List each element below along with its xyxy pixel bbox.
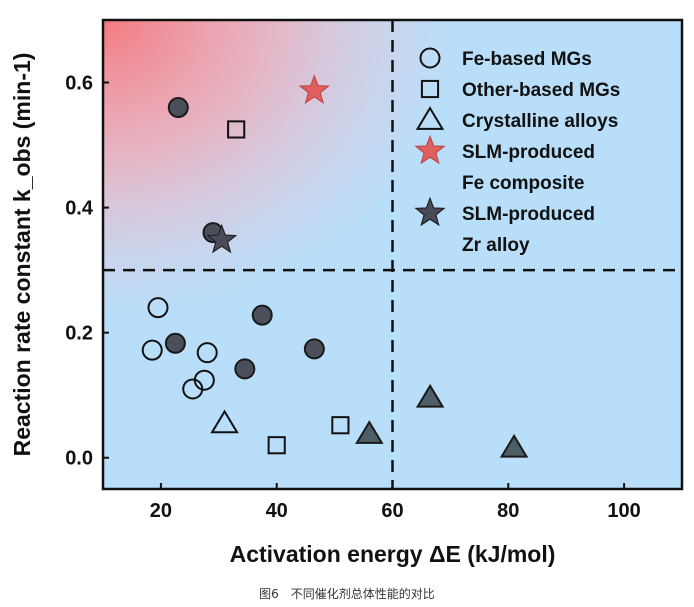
legend-label: Fe composite: [462, 173, 584, 194]
axis-ticks: 20 40 60 80 100 0.0 0.2 0.4 0.6: [65, 73, 641, 522]
data-point: [210, 409, 239, 434]
y-axis-title: Reaction rate constant k_obs (min-1): [9, 53, 35, 457]
data-point: [415, 383, 445, 408]
data-point: [251, 304, 273, 326]
data-markers: [141, 74, 529, 458]
legend-label: Other-based MGs: [462, 80, 620, 101]
data-point: [147, 297, 169, 319]
y-tick-label: 0.2: [65, 323, 93, 345]
data-point: [164, 332, 186, 354]
watermark: 非晶合金: [577, 530, 657, 548]
legend-label: SLM-produced: [462, 142, 595, 163]
data-point: [303, 338, 325, 360]
watermark-label: 非晶合金: [601, 532, 657, 548]
legend-label: SLM-produced: [462, 204, 595, 225]
y-tick-label: 0.0: [65, 448, 93, 470]
reference-lines: [103, 20, 682, 489]
x-tick-label: 100: [607, 500, 640, 522]
legend-label: Crystalline alloys: [462, 111, 618, 132]
data-point: [331, 416, 350, 435]
legend-marker: [414, 196, 446, 227]
data-point: [355, 420, 384, 444]
data-point: [206, 223, 238, 254]
legend-marker: [415, 106, 445, 130]
legend-marker: [414, 134, 446, 165]
legend-label: Zr alloy: [462, 235, 530, 256]
data-point: [499, 433, 529, 458]
data-point: [234, 358, 256, 380]
y-tick-label: 0.6: [65, 73, 93, 95]
legend-marker: [420, 79, 440, 99]
figure-caption: 图6 不同催化剂总体性能的对比: [259, 587, 435, 601]
x-tick-label: 80: [497, 500, 519, 522]
y-tick-label: 0.4: [65, 198, 94, 220]
wechat-icon: [577, 530, 595, 548]
legend-marker: [419, 47, 441, 69]
data-point: [196, 342, 218, 364]
legend-label: Fe-based MGs: [462, 49, 592, 70]
data-point: [167, 97, 189, 119]
data-point: [193, 369, 215, 391]
plot-area: [103, 20, 682, 489]
data-point: [227, 120, 246, 139]
x-tick-label: 20: [150, 500, 172, 522]
x-axis-title: Activation energy ΔE (kJ/mol): [230, 541, 556, 567]
data-point: [267, 436, 286, 455]
data-point: [141, 339, 163, 361]
data-point: [298, 74, 330, 105]
x-tick-label: 40: [266, 500, 288, 522]
legend: Fe-based MGs Other-based MGs Crystalline a…: [414, 47, 620, 256]
x-tick-label: 60: [381, 500, 403, 522]
